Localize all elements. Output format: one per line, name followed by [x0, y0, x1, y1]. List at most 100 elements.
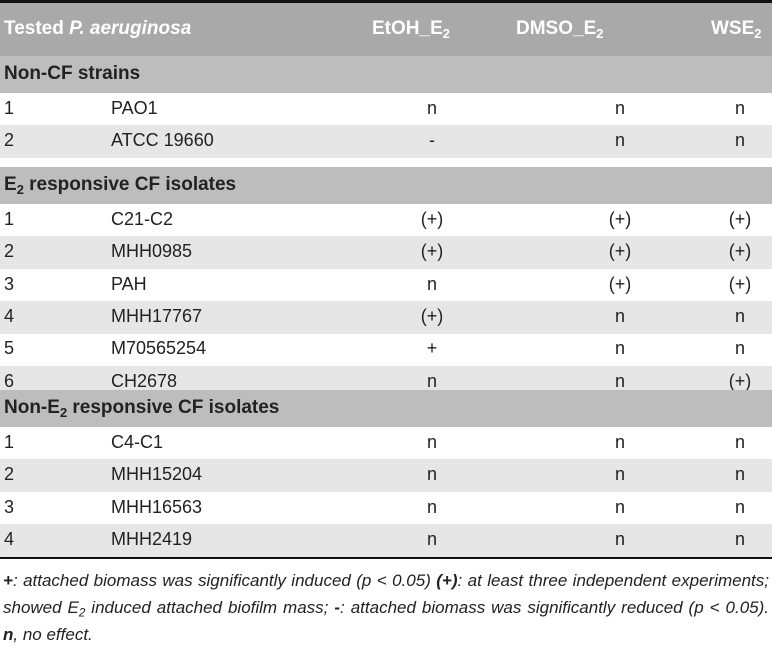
row-number: 4: [4, 306, 15, 326]
table-row: 1 C4-C1 n n n: [0, 427, 772, 460]
table-row: 5 M70565254 + n n: [0, 333, 772, 366]
dmso-result: n: [614, 529, 626, 549]
section-title-text: Non-E: [4, 397, 60, 418]
header-wse: WSE2: [711, 18, 761, 40]
footnote-mark-n: n: [3, 625, 14, 644]
header-tested-prefix: Tested: [4, 18, 70, 39]
strain-name: C4-C1: [111, 432, 164, 452]
etoh-result: n: [426, 464, 438, 484]
footnote-text-paren-plus-a: : at least three independent experiments…: [3, 571, 769, 617]
wse-result: (+): [728, 241, 752, 261]
strain-name: MHH0985: [111, 241, 193, 261]
section-title-rest: responsive CF isolates: [67, 397, 280, 418]
table-row: 2 ATCC 19660 - n n: [0, 125, 772, 158]
row-number: 6: [4, 371, 15, 391]
etoh-result: n: [426, 432, 438, 452]
footnote-mark-minus: -: [334, 598, 341, 617]
dmso-result: (+): [608, 274, 632, 294]
top-rule: [0, 0, 772, 3]
header-etoh-base: EtOH_E: [372, 18, 443, 39]
wse-result: (+): [728, 209, 752, 229]
section-header: Non-CF strains: [0, 56, 772, 93]
section-title: Non-E2 responsive CF isolates: [4, 397, 279, 419]
strain-name: ATCC 19660: [111, 130, 214, 150]
section-title-text: E: [4, 174, 17, 195]
wse-result: n: [734, 306, 746, 326]
etoh-result: n: [426, 529, 438, 549]
dmso-result: n: [614, 371, 626, 391]
header-dmso-sub: 2: [596, 25, 604, 41]
etoh-result: n: [426, 98, 438, 118]
strain-name: CH2678: [111, 371, 178, 391]
footnote-text-paren-plus-b: induced attached biofilm mass;: [85, 598, 335, 617]
footnote-mark-plus: +: [3, 571, 13, 590]
row-number: 2: [4, 241, 15, 261]
table-row: 2 MHH0985 (+) (+) (+): [0, 236, 772, 269]
header-etoh-sub: 2: [442, 25, 450, 41]
dmso-result: n: [614, 464, 626, 484]
etoh-result: n: [426, 371, 438, 391]
footnote-text-minus: : attached biomass was significantly red…: [340, 598, 769, 617]
dmso-result: n: [614, 432, 626, 452]
table-row: 1 C21-C2 (+) (+) (+): [0, 204, 772, 237]
section-title: E2 responsive CF isolates: [4, 174, 236, 196]
row-number: 2: [4, 130, 15, 150]
table-footnote: +: attached biomass was significantly in…: [3, 567, 769, 648]
strain-name: MHH16563: [111, 497, 203, 517]
section-header: Non-E2 responsive CF isolates: [0, 390, 772, 427]
wse-result: n: [734, 464, 746, 484]
wse-result: n: [734, 98, 746, 118]
section-title-text: Non-CF strains: [4, 63, 141, 84]
etoh-result: -: [429, 130, 435, 150]
section-title: Non-CF strains: [4, 63, 140, 85]
etoh-result: (+): [420, 209, 444, 229]
footnote-sub: 2: [78, 607, 86, 620]
header-dmso-base: DMSO_E: [516, 18, 597, 39]
table-header: Tested P. aeruginosa EtOH_E2 DMSO_E2 WSE…: [0, 3, 772, 56]
strain-name: PAH: [111, 274, 147, 294]
section-title-sub: 2: [16, 181, 24, 197]
table-row: 4 MHH2419 n n n: [0, 524, 772, 557]
wse-result: n: [734, 130, 746, 150]
wse-result: (+): [728, 371, 752, 391]
footnote-text-plus: : attached biomass was significantly ind…: [12, 571, 437, 590]
row-number: 5: [4, 338, 15, 358]
table-row: 2 MHH15204 n n n: [0, 459, 772, 492]
table-row: 3 PAH n (+) (+): [0, 269, 772, 302]
bottom-rule: [0, 557, 772, 559]
strain-name: PAO1: [111, 98, 158, 118]
row-number: 4: [4, 529, 15, 549]
dmso-result: (+): [608, 241, 632, 261]
section-title-sub: 2: [59, 404, 68, 420]
etoh-result: n: [426, 274, 438, 294]
strain-name: MHH15204: [111, 464, 203, 484]
wse-result: n: [734, 338, 746, 358]
header-species: P. aeruginosa: [69, 18, 192, 39]
wse-result: n: [734, 432, 746, 452]
strain-name: C21-C2: [111, 209, 174, 229]
table-row: 4 MHH17767 (+) n n: [0, 301, 772, 334]
row-number: 3: [4, 497, 15, 517]
section-header: E2 responsive CF isolates: [0, 167, 772, 204]
header-etoh: EtOH_E2: [372, 18, 450, 40]
etoh-result: +: [426, 338, 438, 358]
etoh-result: n: [426, 497, 438, 517]
dmso-result: n: [614, 130, 626, 150]
dmso-result: n: [614, 98, 626, 118]
dmso-result: n: [614, 338, 626, 358]
strain-name: MHH17767: [111, 306, 203, 326]
table-row: 1 PAO1 n n n: [0, 93, 772, 126]
wse-result: (+): [728, 274, 752, 294]
wse-result: n: [734, 497, 746, 517]
etoh-result: (+): [420, 241, 444, 261]
dmso-result: n: [614, 497, 626, 517]
strain-name: MHH2419: [111, 529, 193, 549]
dmso-result: n: [614, 306, 626, 326]
row-number: 3: [4, 274, 15, 294]
header-wse-sub: 2: [754, 25, 762, 41]
wse-result: n: [734, 529, 746, 549]
strain-name: M70565254: [111, 338, 207, 358]
header-wse-base: WSE: [711, 18, 755, 39]
row-number: 1: [4, 209, 15, 229]
